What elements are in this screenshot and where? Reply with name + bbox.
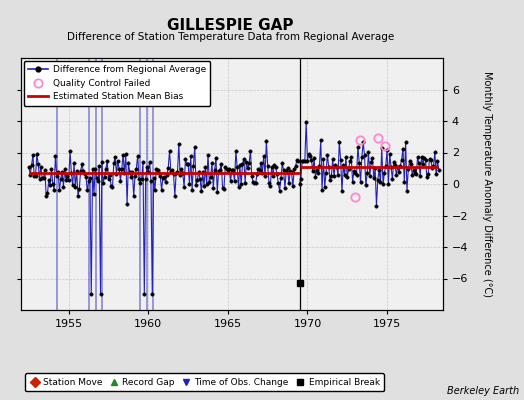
Legend: Station Move, Record Gap, Time of Obs. Change, Empirical Break: Station Move, Record Gap, Time of Obs. C… — [26, 374, 384, 392]
Y-axis label: Monthly Temperature Anomaly Difference (°C): Monthly Temperature Anomaly Difference (… — [482, 71, 492, 297]
Legend: Difference from Regional Average, Quality Control Failed, Estimated Station Mean: Difference from Regional Average, Qualit… — [24, 61, 210, 106]
Text: Berkeley Earth: Berkeley Earth — [446, 386, 519, 396]
Text: Difference of Station Temperature Data from Regional Average: Difference of Station Temperature Data f… — [67, 32, 394, 42]
Text: GILLESPIE GAP: GILLESPIE GAP — [167, 18, 294, 33]
